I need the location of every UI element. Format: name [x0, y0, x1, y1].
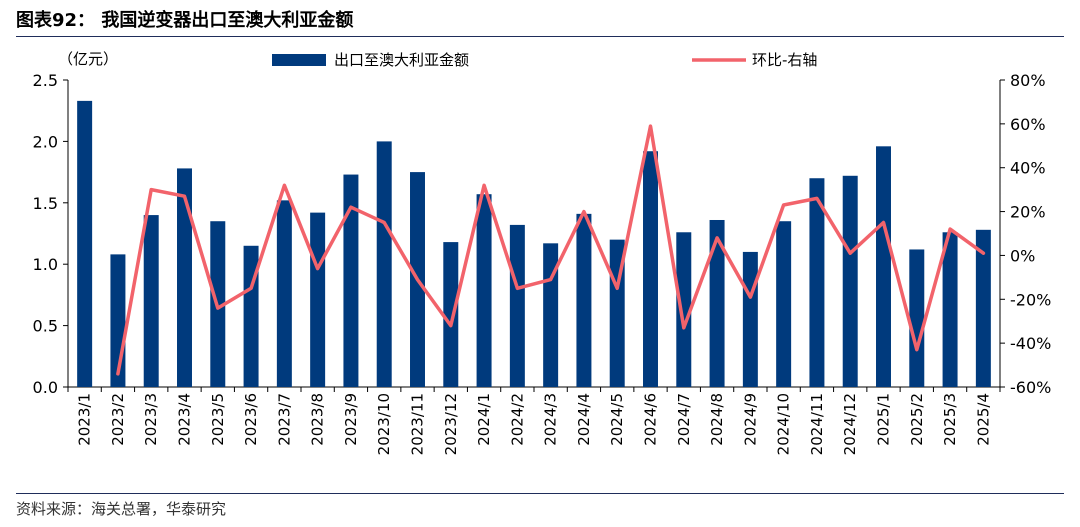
x-tick-label: 2025/4 — [974, 393, 992, 446]
legend: 出口至澳大利亚金额 环比-右轴 — [272, 51, 817, 69]
x-tick-label: 2023/4 — [176, 393, 194, 446]
bar — [676, 232, 692, 387]
bar — [443, 242, 459, 387]
right-tick-label: -60% — [1010, 378, 1051, 397]
x-tick-label: 2025/2 — [908, 393, 926, 446]
x-tick-label: 2024/9 — [741, 393, 759, 446]
right-tick-label: 60% — [1010, 115, 1046, 134]
legend-bar-label: 出口至澳大利亚金额 — [334, 51, 469, 69]
x-tick-label: 2024/1 — [475, 393, 493, 446]
x-tick-label: 2023/10 — [375, 393, 393, 455]
bar — [343, 174, 359, 387]
x-tick-label: 2023/12 — [442, 393, 460, 455]
left-tick-label: 2.0 — [33, 132, 58, 151]
bar — [709, 219, 725, 387]
x-tick-label: 2023/9 — [342, 393, 360, 446]
left-tick-label: 1.0 — [33, 255, 58, 274]
right-tick-label: -40% — [1010, 334, 1051, 353]
x-tick-label: 2023/6 — [242, 393, 260, 446]
legend-line-label: 环比-右轴 — [752, 51, 817, 69]
chart-title: 图表92： 我国逆变器出口至澳大利亚金额 — [16, 10, 354, 31]
bar — [576, 213, 592, 387]
bar — [909, 249, 925, 387]
bar — [310, 212, 326, 387]
chart: （亿元） 出口至澳大利亚金额 环比-右轴 0.0 0.5 1.0 1.5 2.0 2.5 -… — [33, 50, 1052, 455]
x-tick-label: 2024/3 — [542, 393, 560, 446]
bar — [509, 224, 525, 387]
mom-line — [116, 124, 986, 376]
x-tick-label: 2024/7 — [675, 393, 693, 446]
bar — [742, 251, 758, 387]
bar — [942, 232, 958, 387]
right-tick-label: -20% — [1010, 290, 1051, 309]
x-tick-label: 2024/11 — [808, 393, 826, 455]
left-tick-label: 1.5 — [33, 194, 58, 213]
x-tick-label: 2023/1 — [76, 393, 94, 446]
bar — [177, 168, 192, 387]
bar — [476, 194, 492, 387]
x-tick-label: 2024/10 — [775, 393, 793, 455]
left-tick-label: 0.0 — [33, 378, 58, 397]
x-tick-label: 2023/5 — [209, 393, 227, 446]
x-tick-label: 2023/8 — [309, 393, 327, 446]
bar — [77, 100, 93, 387]
x-tick-label: 2023/2 — [109, 393, 127, 446]
bar — [809, 178, 825, 387]
right-tick-label: 20% — [1010, 203, 1046, 222]
right-tick-label: 80% — [1010, 71, 1046, 90]
x-tick-label: 2024/12 — [841, 393, 859, 455]
x-tick-label: 2024/2 — [508, 393, 526, 446]
source-note: 资料来源：海关总署，华泰研究 — [16, 500, 227, 518]
bottom-rule — [16, 493, 1064, 494]
x-tick-label: 2023/11 — [409, 393, 427, 455]
x-tick-label: 2024/6 — [642, 393, 660, 446]
bar — [643, 151, 658, 387]
x-tick-label: 2024/8 — [708, 393, 726, 446]
bar — [276, 200, 292, 387]
x-tick-label: 2024/5 — [608, 393, 626, 446]
left-tick-label: 0.5 — [33, 317, 58, 336]
x-tick-label: 2024/4 — [575, 393, 593, 446]
bar — [143, 215, 159, 387]
bar — [876, 146, 891, 387]
right-tick-label: 40% — [1010, 159, 1046, 178]
x-tick-label: 2023/3 — [142, 393, 160, 446]
left-axis-unit: （亿元） — [58, 50, 118, 68]
top-rule — [16, 36, 1064, 37]
x-tick-label: 2025/3 — [941, 393, 959, 446]
x-tick-label: 2025/1 — [875, 393, 893, 446]
right-tick-label: 0% — [1010, 246, 1035, 265]
bar — [376, 141, 392, 387]
x-tick-label: 2023/7 — [275, 393, 293, 446]
bar — [842, 175, 858, 387]
legend-bar-swatch — [272, 54, 326, 66]
left-tick-label: 2.5 — [33, 71, 58, 90]
bar — [975, 229, 991, 387]
bar — [776, 221, 792, 387]
